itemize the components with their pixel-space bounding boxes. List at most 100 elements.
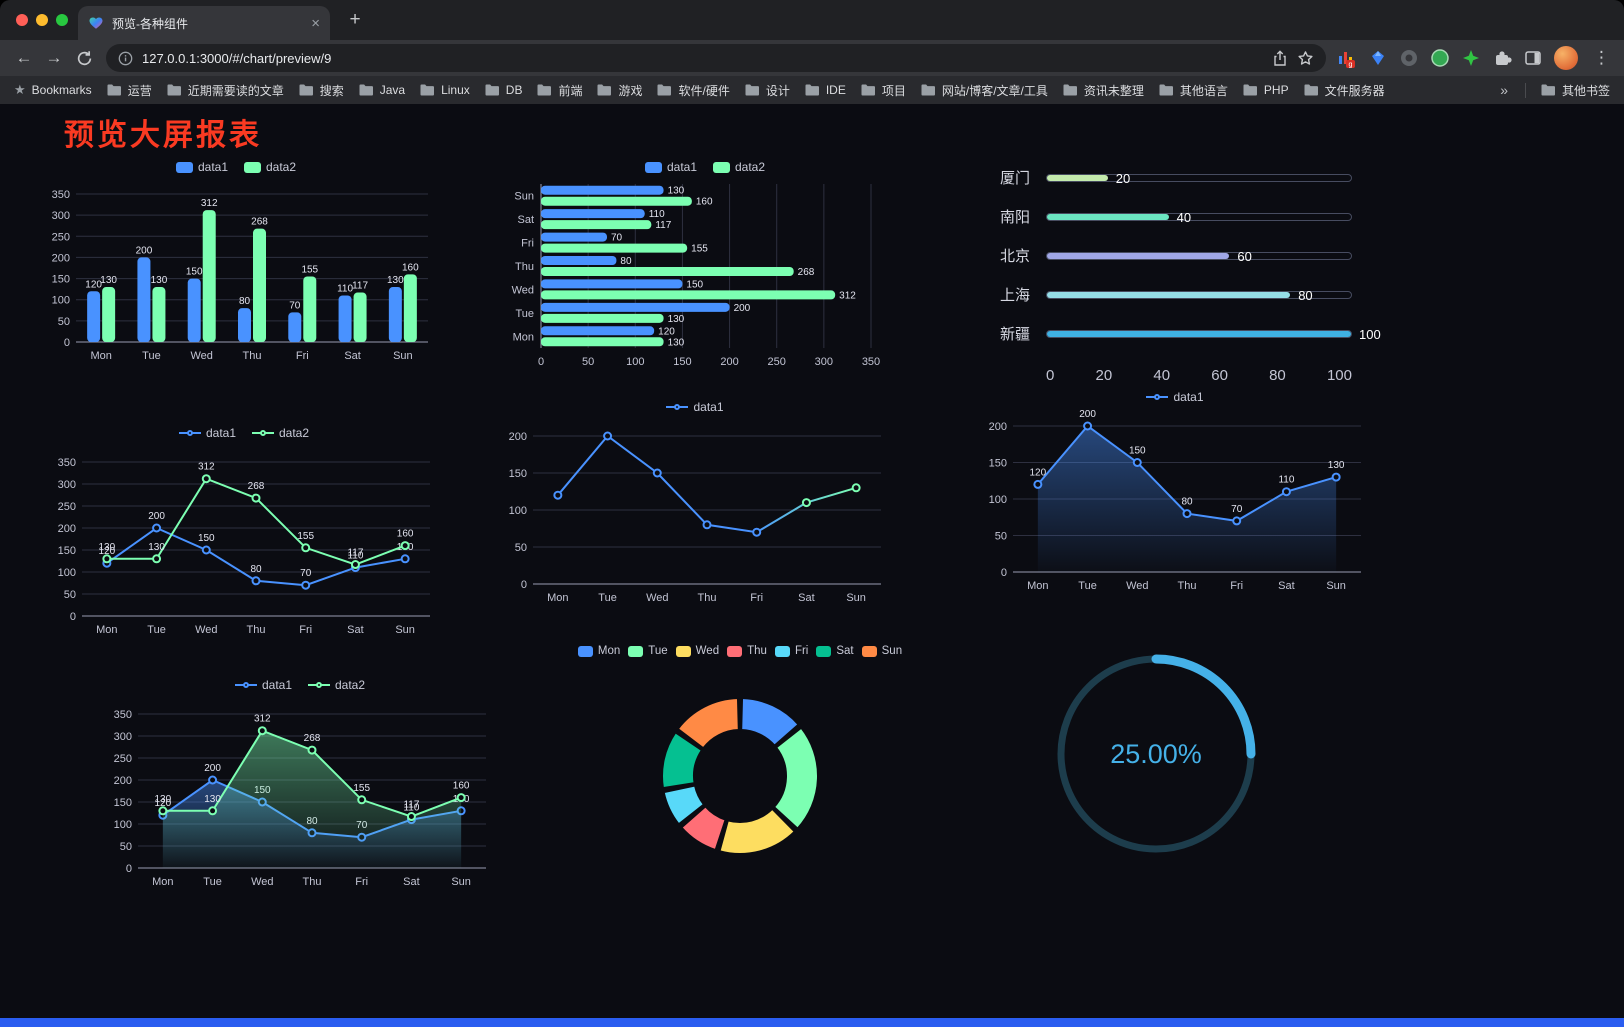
share-icon[interactable] — [1272, 49, 1288, 67]
data-point[interactable] — [301, 580, 311, 590]
donut-slice-Thu[interactable] — [680, 805, 727, 852]
data-point[interactable] — [257, 726, 267, 736]
bookmark-star-icon[interactable] — [1297, 50, 1314, 67]
bookmark-folder[interactable]: 软件/硬件 — [657, 82, 730, 99]
address-bar[interactable]: 127.0.0.1:3000/#/chart/preview/9 — [106, 44, 1326, 72]
browser-tab[interactable]: 预览-各种组件 × — [78, 6, 330, 40]
bar[interactable] — [137, 257, 151, 342]
bookmark-folder[interactable]: 网站/博客/文章/工具 — [921, 82, 1048, 99]
bar[interactable] — [541, 279, 683, 289]
forward-button[interactable]: → — [45, 48, 63, 67]
capsule-fill[interactable] — [1047, 174, 1108, 181]
legend-item[interactable]: Wed — [675, 645, 719, 657]
bookmark-folder[interactable]: Linux — [420, 82, 470, 99]
bookmark-folder[interactable]: 近期需要读的文章 — [167, 82, 284, 99]
bar[interactable] — [187, 278, 201, 342]
starburst-extension-icon[interactable] — [1461, 48, 1481, 68]
data-point[interactable] — [152, 554, 162, 564]
bar[interactable] — [541, 302, 730, 312]
bookmark-folder[interactable]: 项目 — [861, 82, 906, 99]
data-point[interactable] — [652, 468, 662, 478]
bar[interactable] — [541, 290, 836, 300]
bookmark-folder[interactable]: 文件服务器 — [1304, 82, 1385, 99]
bar[interactable] — [152, 287, 166, 342]
new-tab-button[interactable]: + — [349, 9, 361, 30]
data-point[interactable] — [801, 498, 811, 508]
tab-close-icon[interactable]: × — [311, 14, 320, 32]
bar[interactable] — [288, 312, 302, 342]
bar[interactable] — [541, 337, 664, 347]
bar[interactable] — [238, 308, 251, 342]
data-point[interactable] — [1232, 516, 1242, 526]
site-info-icon[interactable] — [118, 51, 133, 66]
bar[interactable] — [353, 292, 367, 342]
data-point[interactable] — [208, 806, 218, 816]
data-point[interactable] — [553, 490, 563, 500]
data-point[interactable] — [201, 545, 211, 555]
legend-item[interactable]: Tue — [628, 645, 668, 657]
donut-slice-Sun[interactable] — [676, 697, 740, 750]
bookmarks-overflow-button[interactable]: » — [1500, 82, 1508, 98]
legend-item[interactable]: Thu — [727, 645, 767, 657]
gem-extension-icon[interactable] — [1368, 48, 1388, 68]
capsule-fill[interactable] — [1047, 252, 1230, 259]
record-extension-icon[interactable] — [1399, 48, 1419, 68]
bookmark-folder[interactable]: Java — [359, 82, 405, 99]
data-point[interactable] — [1331, 472, 1341, 482]
data-point[interactable] — [1281, 487, 1291, 497]
bookmark-folder[interactable]: DB — [485, 82, 522, 99]
data-point[interactable] — [251, 493, 261, 503]
bookmark-folder[interactable]: 资讯未整理 — [1063, 82, 1144, 99]
data-point[interactable] — [152, 523, 162, 533]
legend-item[interactable]: data1 — [175, 160, 228, 174]
legend-item[interactable]: data2 — [713, 160, 765, 174]
donut-slice-Sat[interactable] — [661, 731, 703, 790]
legend-item[interactable]: data1 — [644, 160, 697, 174]
data-point[interactable] — [1132, 458, 1142, 467]
legend-item[interactable]: data2 — [252, 426, 309, 440]
data-point[interactable] — [400, 541, 410, 551]
capsule-fill[interactable] — [1047, 291, 1291, 298]
bookmark-folder[interactable]: 其他语言 — [1159, 82, 1228, 99]
bar[interactable] — [253, 228, 266, 342]
close-button[interactable] — [16, 14, 28, 26]
data-point[interactable] — [851, 483, 861, 493]
donut-slice-Wed[interactable] — [718, 807, 796, 855]
bookmarks-manager[interactable]: ★ Bookmarks — [14, 82, 92, 98]
back-button[interactable]: ← — [15, 48, 33, 67]
bar[interactable] — [541, 326, 655, 336]
bar[interactable] — [541, 209, 645, 219]
legend-item[interactable]: data1 — [234, 678, 292, 692]
donut-slice-Tue[interactable] — [772, 726, 819, 830]
donut-slice-Fri[interactable] — [662, 784, 705, 826]
zoom-button[interactable] — [56, 14, 68, 26]
legend-item[interactable]: data1 — [1146, 390, 1204, 404]
data-point[interactable] — [1033, 479, 1043, 489]
bookmark-folder[interactable]: 游戏 — [597, 82, 642, 99]
reload-button[interactable] — [70, 44, 98, 72]
legend-item[interactable]: data2 — [308, 678, 365, 692]
data-point[interactable] — [251, 576, 261, 586]
data-point[interactable] — [158, 806, 168, 816]
green-dot-extension-icon[interactable] — [1430, 48, 1450, 68]
legend-item[interactable]: Sat — [816, 645, 854, 657]
data-point[interactable] — [357, 795, 367, 805]
bar[interactable] — [303, 276, 317, 342]
donut-slice-Mon[interactable] — [740, 697, 800, 747]
capsule-fill[interactable] — [1047, 330, 1351, 337]
data-point[interactable] — [400, 554, 410, 564]
bar[interactable] — [403, 274, 417, 342]
legend-item[interactable]: data1 — [666, 400, 724, 414]
legend-item[interactable]: data2 — [244, 160, 296, 174]
data-point[interactable] — [702, 520, 712, 530]
data-point[interactable] — [350, 560, 360, 570]
data-point[interactable] — [301, 543, 311, 553]
profile-avatar[interactable] — [1554, 46, 1578, 70]
extensions-puzzle-icon[interactable] — [1492, 48, 1512, 68]
data-point[interactable] — [102, 554, 112, 564]
data-point[interactable] — [208, 775, 218, 785]
stats-extension-icon[interactable]: g — [1336, 48, 1357, 69]
bar[interactable] — [541, 267, 794, 276]
bookmark-folder[interactable]: IDE — [805, 82, 846, 99]
legend-item[interactable]: Fri — [774, 645, 808, 657]
